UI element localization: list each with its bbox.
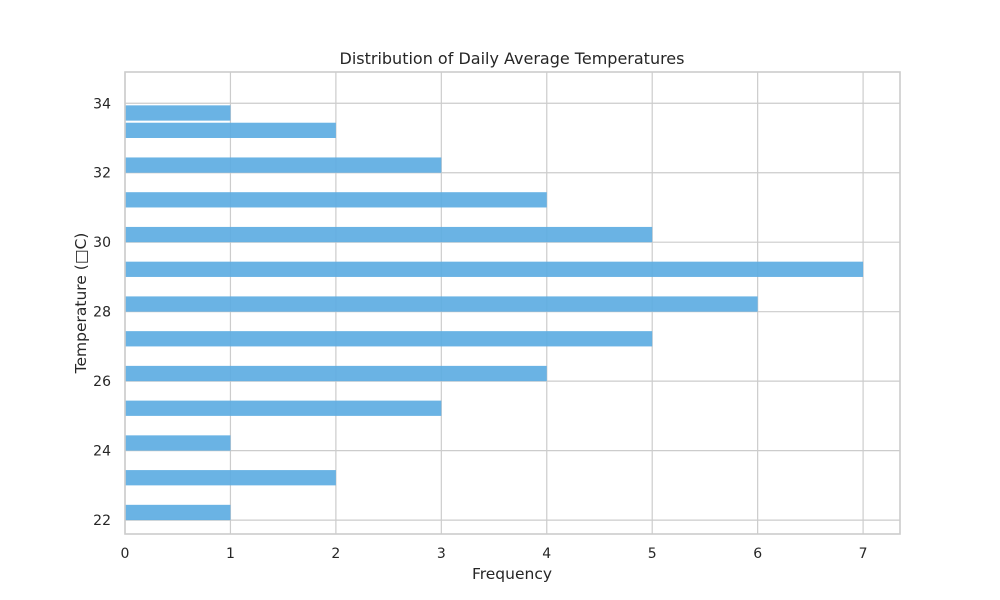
histogram-bar [125,261,864,277]
histogram-bar [125,105,231,121]
histogram-bar [125,226,653,243]
histogram-bar [125,365,547,382]
y-tick-label: 34 [93,96,111,112]
x-tick-labels: 0 1 2 3 4 5 6 7 [121,546,868,562]
histogram-bar [125,192,547,208]
histogram-bar [125,296,758,312]
x-tick-label: 0 [121,546,130,562]
histogram-bar [125,470,336,486]
y-tick-label: 28 [93,305,111,321]
y-tick-label: 26 [93,374,111,390]
histogram-bar [125,400,442,416]
x-tick-label: 5 [648,546,657,562]
histogram-bar [125,435,231,451]
histogram-bar [125,157,442,173]
x-tick-label: 2 [331,546,340,562]
y-tick-label: 22 [93,513,111,529]
y-tick-label: 24 [93,444,111,460]
plot-frame [124,71,901,535]
y-tick-label: 30 [93,235,111,251]
x-tick-label: 6 [753,546,762,562]
x-tick-label: 7 [859,546,868,562]
x-tick-label: 1 [226,546,235,562]
bars [125,105,864,521]
histogram-bar [125,331,653,347]
x-tick-label: 4 [542,546,551,562]
y-axis-label: Temperature (□C) [72,233,90,375]
x-axis-label: Frequency [472,565,552,583]
chart-title: Distribution of Daily Average Temperatur… [340,49,685,68]
y-tick-label: 32 [93,166,111,182]
histogram-bar [125,504,231,521]
x-tick-label: 3 [437,546,446,562]
y-tick-labels: 22 24 26 28 30 32 34 [93,96,111,529]
histogram-bar [125,122,336,138]
